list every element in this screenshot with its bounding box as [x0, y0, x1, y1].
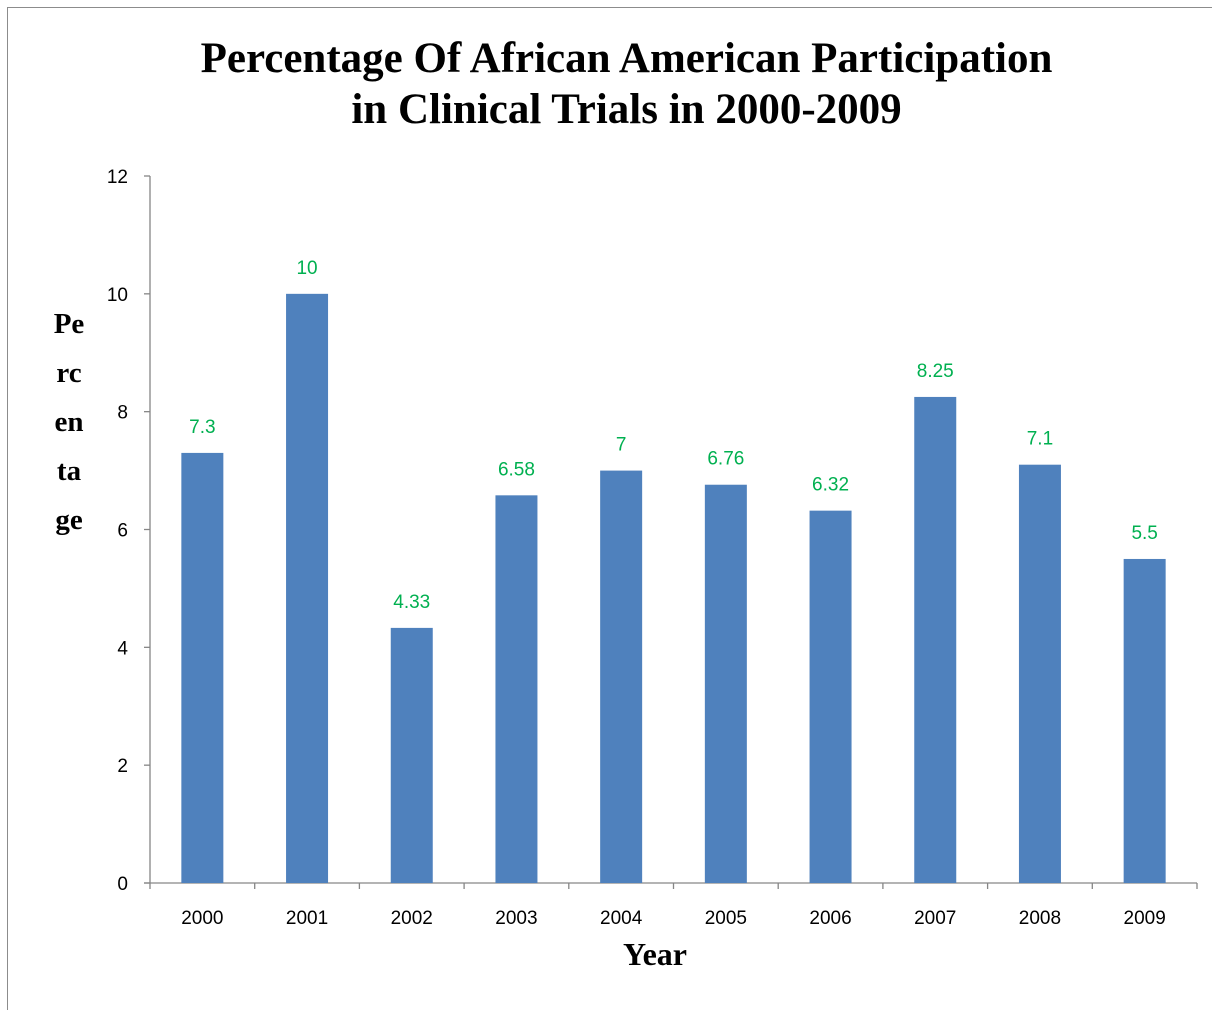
- data-label: 6.58: [498, 459, 535, 480]
- y-tick-label: 10: [107, 285, 128, 306]
- data-label: 7.3: [189, 417, 215, 438]
- data-label: 4.33: [393, 592, 430, 613]
- chart-title: Percentage Of African American Participa…: [0, 33, 1213, 135]
- bar: [1123, 558, 1166, 883]
- x-tick-label: 2002: [391, 908, 433, 929]
- y-tick-label: 4: [117, 638, 128, 659]
- x-tick-label: 2003: [495, 908, 537, 929]
- data-label: 6.76: [707, 449, 744, 470]
- bar: [390, 627, 433, 883]
- x-tick-label: 2007: [914, 908, 956, 929]
- bar: [286, 293, 329, 883]
- bar: [704, 484, 747, 883]
- bar: [1018, 464, 1061, 883]
- x-tick-label: 2006: [809, 908, 851, 929]
- y-axis-label: Percentage: [53, 308, 85, 536]
- bar: [600, 470, 643, 883]
- x-tick-label: 2008: [1019, 908, 1061, 929]
- bar: [914, 396, 957, 883]
- x-tick-label: 2001: [286, 908, 328, 929]
- bar: [181, 452, 224, 883]
- data-label: 7: [616, 435, 627, 456]
- data-label: 8.25: [917, 361, 954, 382]
- data-label: 10: [296, 258, 317, 279]
- y-tick-label: 8: [117, 403, 128, 424]
- y-tick-label: 6: [117, 521, 128, 542]
- data-label: 6.32: [812, 475, 849, 496]
- x-tick-label: 2000: [181, 908, 223, 929]
- bar: [495, 495, 538, 883]
- chart-title-line-1: Percentage Of African American Participa…: [200, 35, 1053, 82]
- x-tick-label: 2005: [705, 908, 747, 929]
- y-tick-label: 12: [107, 167, 128, 188]
- x-tick-label: 2004: [600, 908, 643, 929]
- y-tick-label: 0: [117, 874, 128, 895]
- x-axis-label: Year: [623, 936, 687, 972]
- data-label: 5.5: [1131, 523, 1157, 544]
- y-tick-label: 2: [117, 756, 128, 777]
- chart-title-line-2: in Clinical Trials in 2000-2009: [351, 86, 902, 133]
- data-label: 7.1: [1027, 429, 1053, 450]
- bar: [809, 510, 852, 883]
- x-tick-label: 2009: [1124, 908, 1166, 929]
